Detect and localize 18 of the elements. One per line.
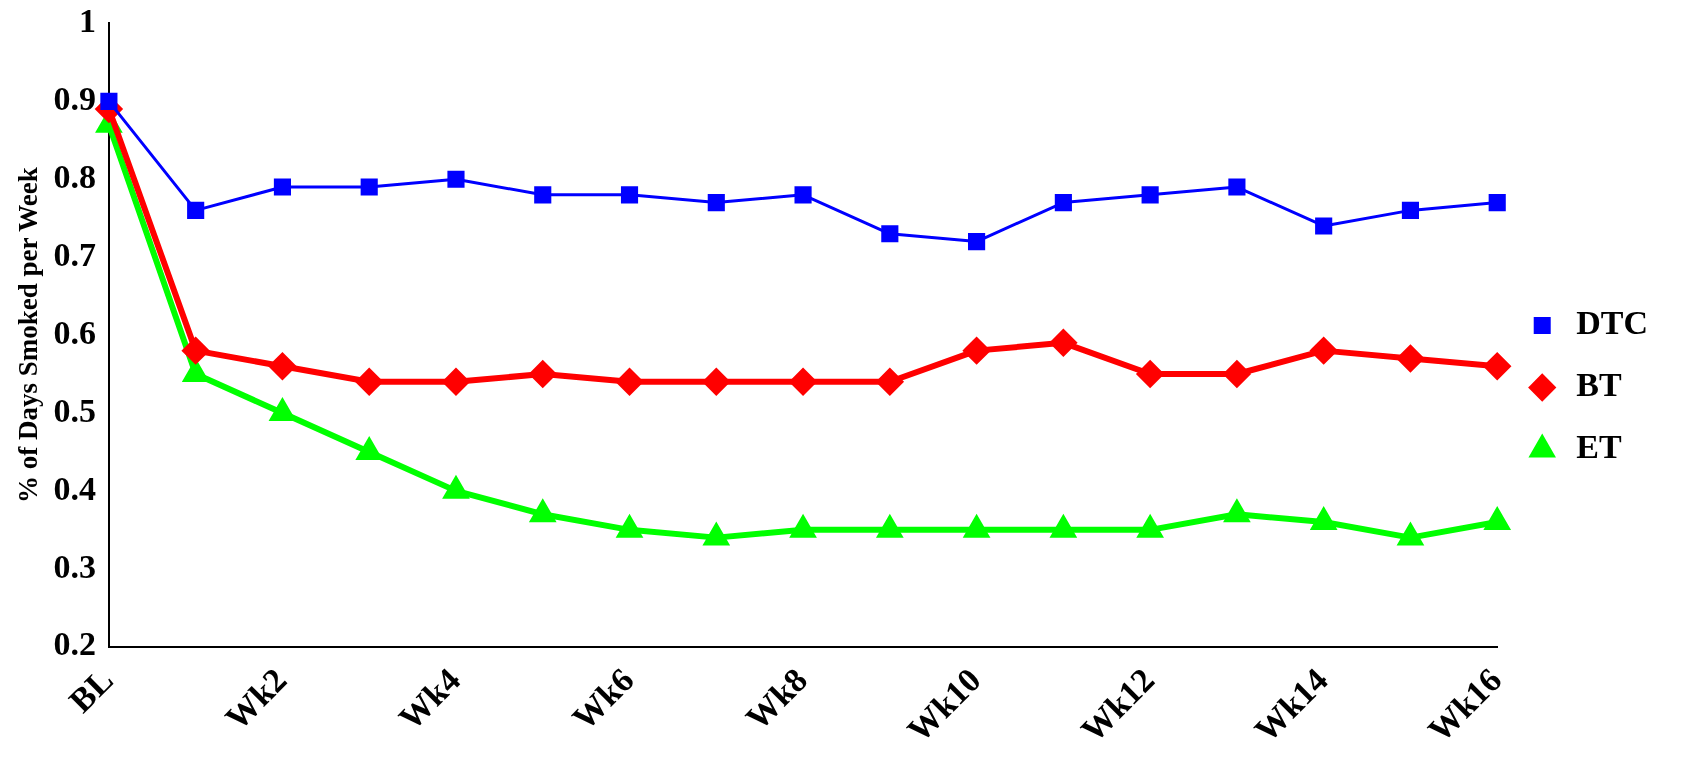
y-tick-label: 0.8	[53, 158, 96, 196]
legend-label: ET	[1576, 428, 1622, 466]
y-axis-title: % of Days Smoked per Week	[13, 167, 44, 503]
y-tick-label: 0.4	[53, 469, 96, 507]
y-tick-label: 0.9	[53, 80, 96, 118]
x-tick-label: Wk2	[217, 661, 294, 737]
y-tick-label: 0.5	[53, 391, 96, 429]
y-tick-label: 1	[78, 2, 96, 40]
x-tick-label: BL	[61, 661, 121, 720]
x-tick-label: Wk8	[738, 661, 815, 737]
legend-label: BT	[1576, 366, 1622, 404]
x-tick-label: Wk6	[565, 661, 641, 737]
y-tick-label: 0.7	[53, 235, 96, 273]
legend-label: DTC	[1576, 304, 1649, 342]
y-tick-label: 0.2	[53, 625, 96, 663]
x-tick-label: Wk4	[391, 661, 468, 737]
y-tick-label: 0.3	[53, 547, 96, 585]
y-tick-label: 0.6	[53, 313, 96, 351]
